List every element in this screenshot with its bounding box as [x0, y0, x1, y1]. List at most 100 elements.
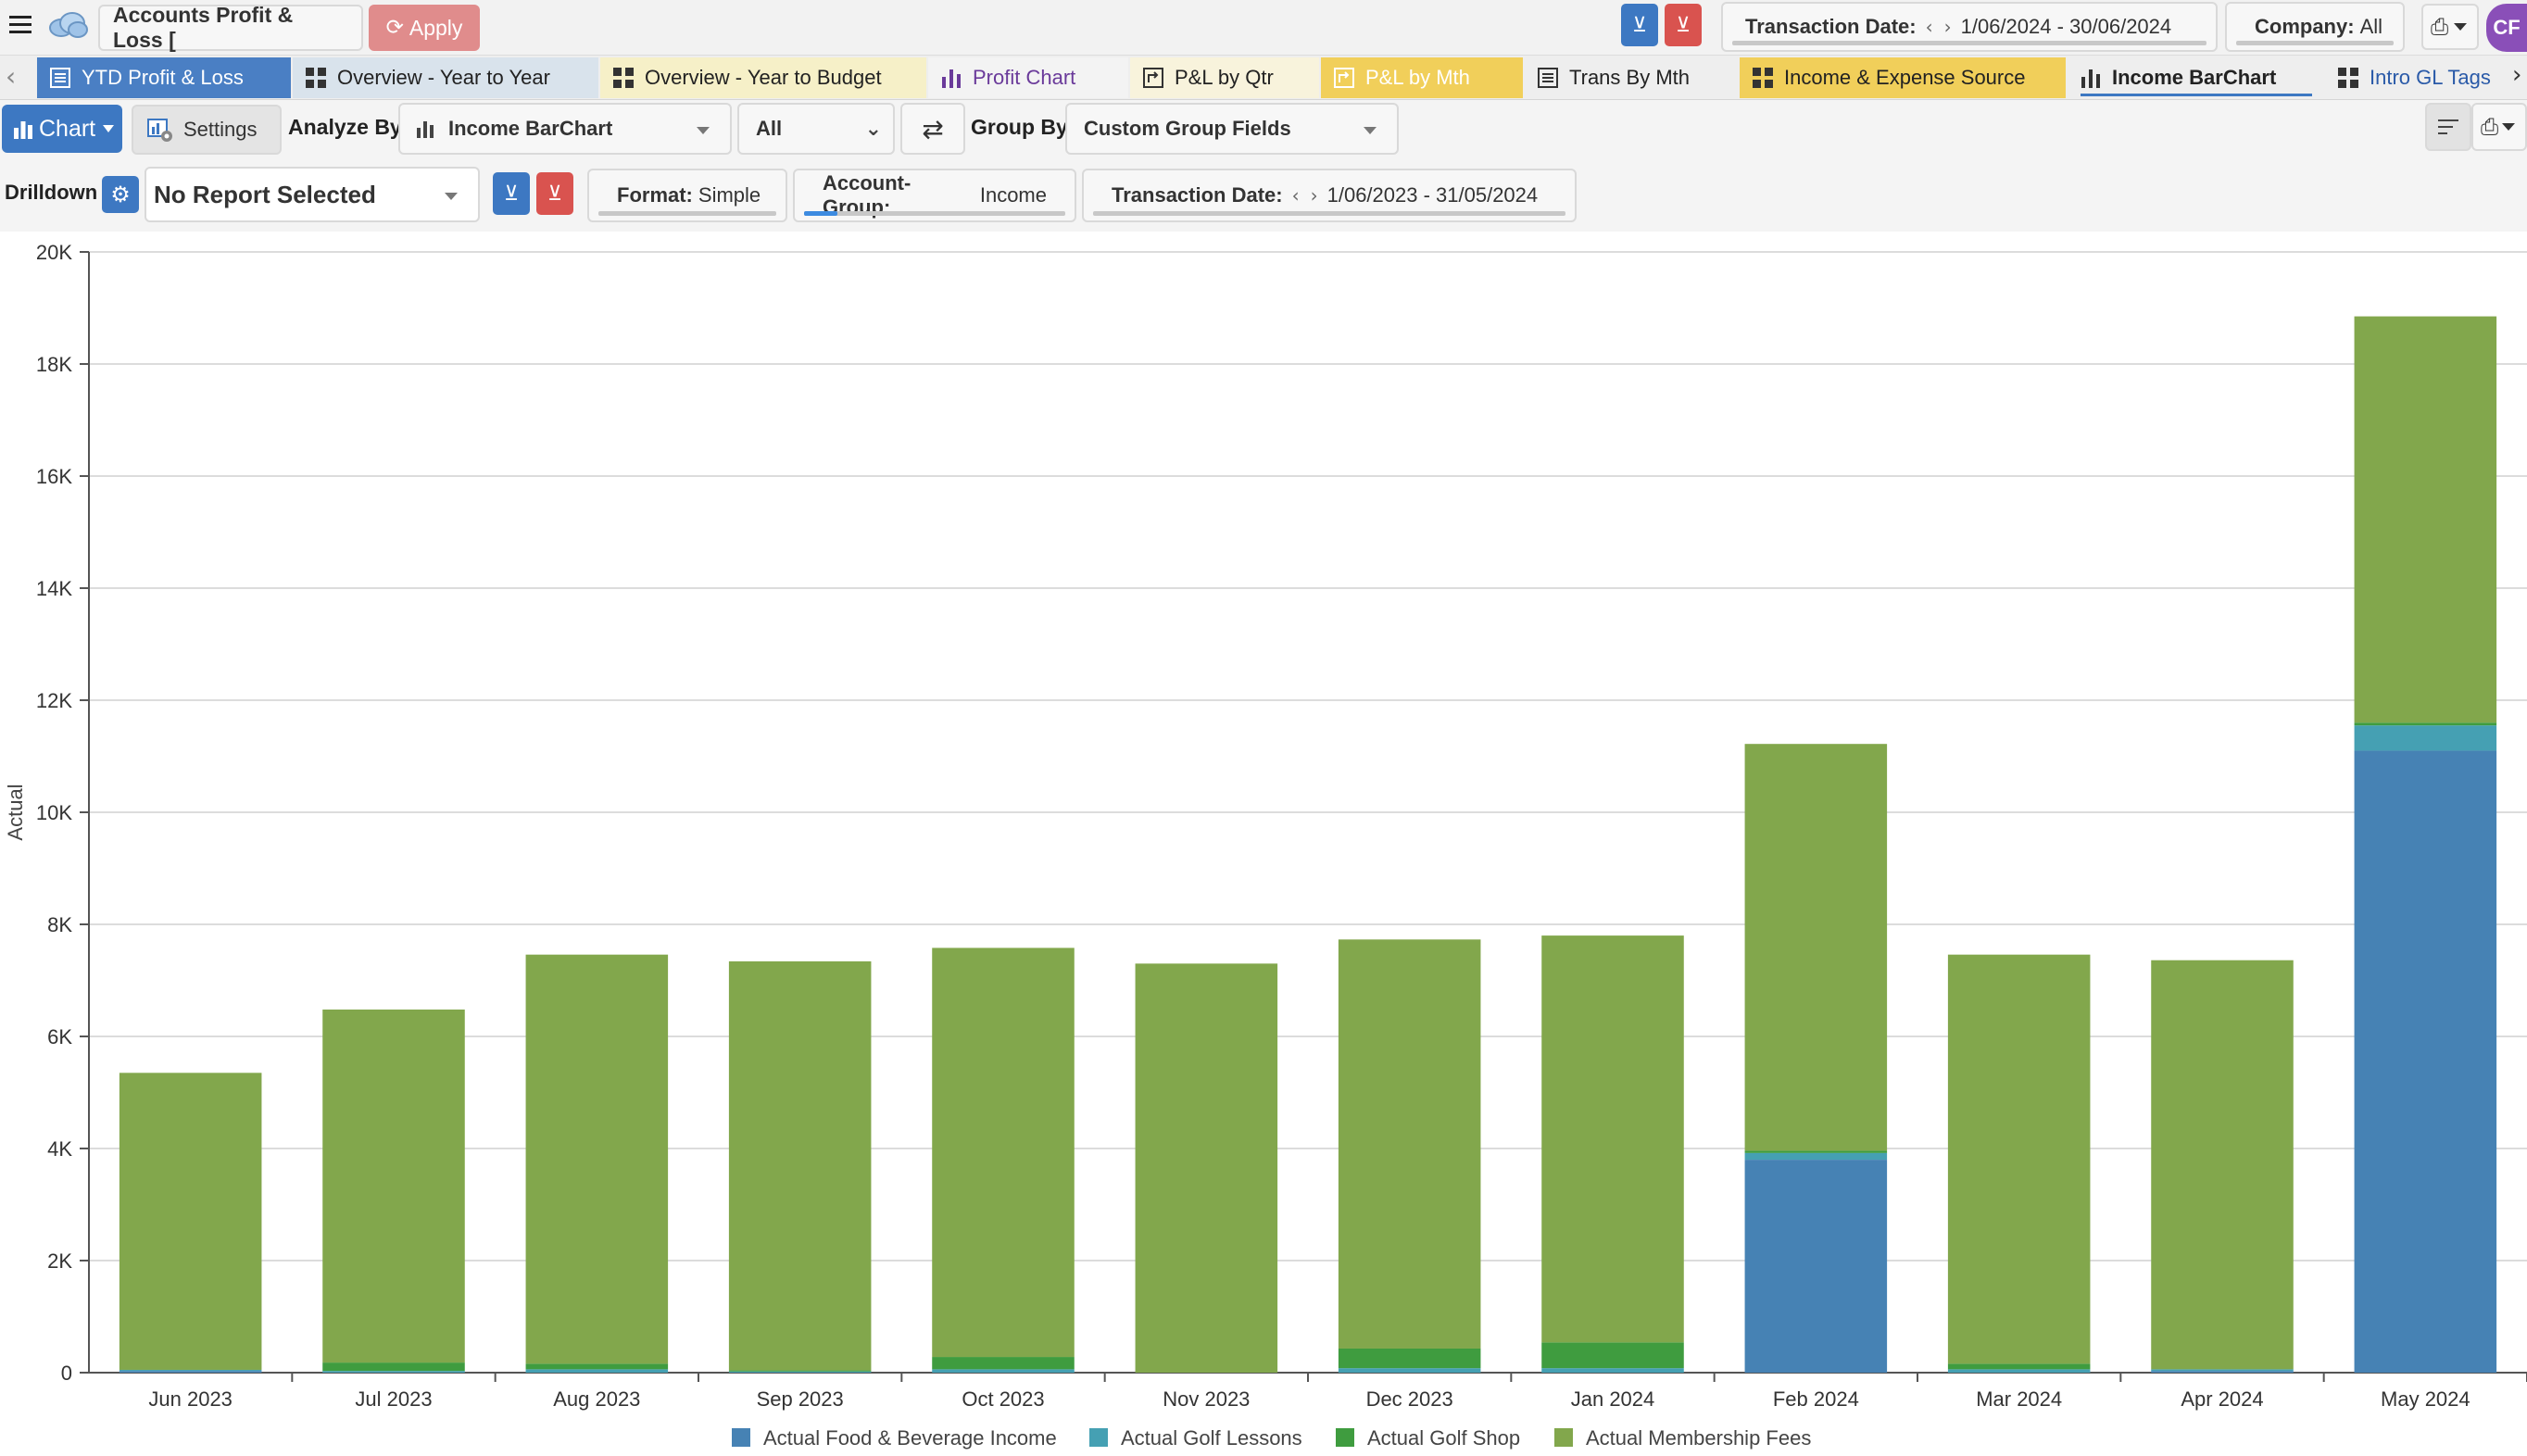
tab-income-barchart[interactable]: Income BarChart: [2068, 57, 2323, 98]
bar-chart-icon: [2081, 68, 2101, 88]
chevron-left-icon[interactable]: ‹: [1291, 184, 1300, 207]
tab-label: P&L by Mth: [1365, 66, 1470, 89]
cloud-logo-icon: [46, 9, 89, 41]
drilldown-date-label: Transaction Date:: [1112, 183, 1283, 207]
tab-label: Income & Expense Source: [1784, 66, 2026, 89]
tab-label: Overview - Year to Budget: [645, 66, 882, 89]
legend-label: Actual Golf Shop: [1367, 1426, 1520, 1450]
bar-segment: [728, 960, 872, 1371]
bar-segment: [932, 1369, 1075, 1373]
drilldown-settings-button[interactable]: ⚙: [102, 176, 139, 213]
analyze-by-select[interactable]: Income BarChart: [398, 103, 732, 155]
x-tick-label: Sep 2023: [757, 1387, 844, 1411]
swap-axes-button[interactable]: ⇄: [900, 103, 965, 155]
chart-print-button[interactable]: ⎙: [2471, 103, 2527, 151]
bar-segment: [2151, 960, 2294, 1370]
bar-segment: [1947, 954, 2091, 1364]
swap-icon: ⇄: [922, 113, 944, 144]
hamburger-menu-icon[interactable]: [9, 16, 31, 34]
printer-icon: ⎙: [2481, 114, 2499, 140]
settings-label: Settings: [183, 118, 258, 141]
x-tick-label: Jun 2023: [148, 1387, 233, 1411]
x-tick-label: Nov 2023: [1163, 1387, 1250, 1411]
chart-view-button[interactable]: Chart: [2, 105, 122, 153]
drilldown-report-select[interactable]: No Report Selected: [145, 167, 480, 222]
filter-underline: [804, 211, 1065, 216]
avatar[interactable]: CF: [2486, 4, 2527, 52]
sort-button[interactable]: [2425, 103, 2471, 151]
x-tick-label: Apr 2024: [2181, 1387, 2263, 1411]
scope-select[interactable]: All ⌄: [737, 103, 895, 155]
chevron-down-icon: [2502, 123, 2516, 131]
account-group-value: Income: [979, 183, 1047, 207]
filter-remove-icon: ⊻: [547, 182, 563, 206]
chevron-right-icon[interactable]: ›: [1943, 16, 1952, 38]
tab-profit-chart[interactable]: Profit Chart: [928, 57, 1128, 98]
remove-filter-button[interactable]: ⊻: [1665, 4, 1702, 46]
dashboard-icon: [2338, 68, 2358, 88]
x-tick-label: Oct 2023: [962, 1387, 1044, 1411]
drilldown-date-filter[interactable]: Transaction Date: ‹ › 1/06/2023 - 31/05/…: [1082, 169, 1577, 222]
print-menu-button[interactable]: ⎙: [2421, 4, 2479, 50]
analyze-by-label: Analyze By: [288, 115, 402, 139]
bar-segment: [1541, 1342, 1684, 1369]
filter-underline: [1732, 41, 2206, 45]
tab-p-l-by-qtr[interactable]: P&L by Qtr: [1130, 57, 1319, 98]
bar-segment: [932, 1357, 1075, 1370]
transaction-date-filter[interactable]: Transaction Date: ‹ › 1/06/2024 - 30/06/…: [1721, 2, 2218, 52]
tab-ytd-profit-loss[interactable]: YTD Profit & Loss: [37, 57, 291, 98]
company-value: All: [2359, 15, 2383, 38]
account-group-filter[interactable]: Account-Group: Income: [793, 169, 1076, 222]
tab-label: YTD Profit & Loss: [82, 66, 244, 89]
bar-segment: [2354, 722, 2497, 726]
remove-filter-button[interactable]: ⊻: [536, 172, 573, 215]
bar-segment: [525, 1363, 669, 1370]
bar-segment: [1744, 1150, 1888, 1153]
y-tick-label: 18K: [36, 353, 72, 376]
drilldown-report-value: No Report Selected: [154, 180, 376, 208]
legend-swatch: [732, 1428, 750, 1447]
chevron-left-icon[interactable]: ‹: [1925, 16, 1933, 38]
pivot-icon: [1143, 68, 1163, 88]
add-filter-button[interactable]: ⊻: [493, 172, 530, 215]
filter-underline: [598, 211, 776, 216]
tab-intro-gl-tags[interactable]: Intro GL Tags: [2325, 57, 2512, 98]
group-by-label: Group By: [971, 115, 1068, 139]
add-filter-button[interactable]: ⊻: [1621, 4, 1658, 46]
tab-income-expense-source[interactable]: Income & Expense Source: [1740, 57, 2066, 98]
chevron-down-icon: [445, 193, 458, 200]
format-value: Simple: [698, 183, 761, 207]
format-filter[interactable]: Format: Simple: [587, 169, 787, 222]
tab-scroll-left-icon[interactable]: ‹: [6, 61, 17, 92]
chevron-down-icon: ⌄: [864, 118, 882, 141]
bar-segment: [1135, 963, 1278, 1373]
active-tab-underline: [2081, 94, 2312, 96]
drilldown-date-value: 1/06/2023 - 31/05/2024: [1326, 183, 1539, 207]
bar-segment: [1338, 1368, 1481, 1373]
group-by-select[interactable]: Custom Group Fields: [1065, 103, 1399, 155]
refresh-icon: ⟳: [385, 16, 404, 40]
x-tick-label: Aug 2023: [553, 1387, 640, 1411]
bar-segment: [1744, 1160, 1888, 1373]
tab-p-l-by-mth[interactable]: P&L by Mth: [1321, 57, 1523, 98]
bar-segment: [119, 1073, 262, 1370]
apply-button[interactable]: ⟳ Apply: [369, 5, 480, 51]
report-title-field[interactable]: Accounts Profit & Loss [: [98, 3, 363, 52]
filter-remove-icon: ⊻: [1675, 13, 1691, 37]
company-filter[interactable]: Company: All: [2225, 2, 2405, 52]
bar-segment: [2354, 750, 2497, 1373]
bar-segment: [1338, 939, 1481, 1349]
bar-chart-icon: [14, 121, 32, 139]
apply-label: Apply: [409, 15, 463, 40]
chevron-down-icon: [2454, 23, 2468, 31]
tab-scroll-right-icon[interactable]: ›: [2512, 61, 2522, 89]
chevron-right-icon[interactable]: ›: [1310, 184, 1318, 207]
settings-button[interactable]: Settings: [132, 105, 282, 155]
tab-overview-year-to-year[interactable]: Overview - Year to Year: [293, 57, 598, 98]
x-tick-label: Mar 2024: [1976, 1387, 2062, 1411]
chart-settings-icon: [146, 116, 174, 144]
tab-trans-by-mth[interactable]: Trans By Mth: [1525, 57, 1738, 98]
tab-overview-year-to-budget[interactable]: Overview - Year to Budget: [600, 57, 926, 98]
bar-segment: [1744, 744, 1888, 1151]
bar-chart-icon: [417, 121, 434, 138]
